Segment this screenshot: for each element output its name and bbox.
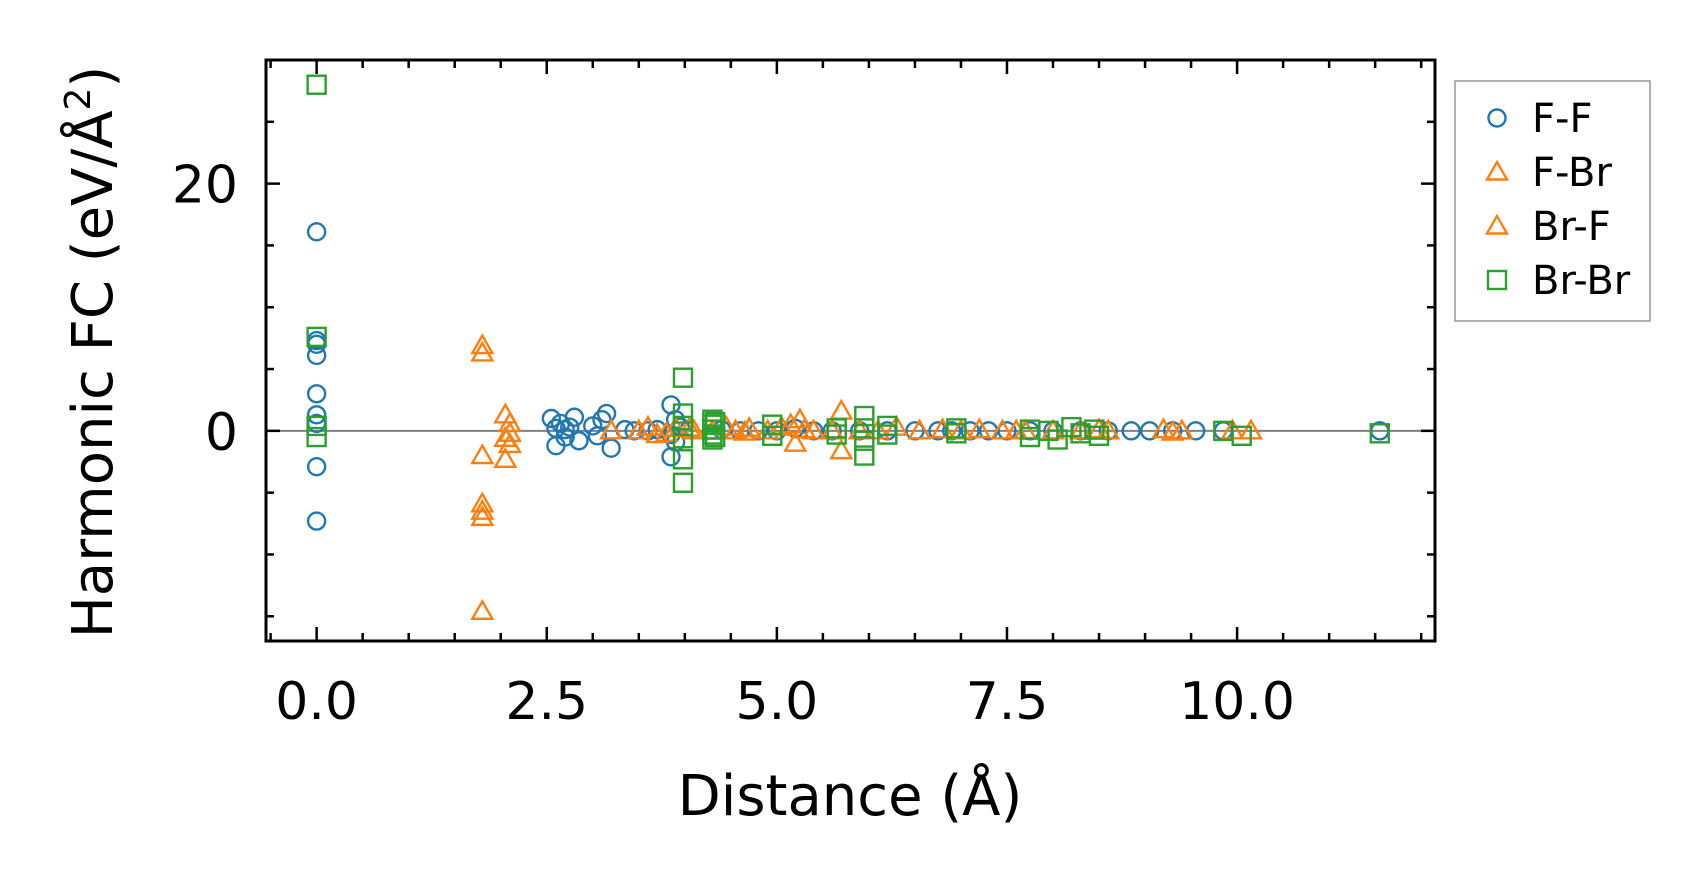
point-br-f — [654, 420, 679, 443]
legend-label: Br-Br — [1532, 258, 1631, 304]
y-tick-label: 20 — [172, 156, 238, 216]
point-br-br — [1084, 419, 1105, 440]
tick-labels: 0.0 2.5 5.0 7.5 10.0 0 20 — [172, 156, 1295, 732]
point-f-f — [569, 431, 589, 451]
point-f-br — [493, 446, 518, 468]
legend-marker-f-br — [1484, 159, 1510, 181]
point-br-br — [672, 415, 694, 437]
legend-marker-br-f — [1484, 213, 1510, 235]
series-br-br — [306, 74, 1390, 493]
y-axis-label-superscript: 2 — [58, 88, 99, 111]
point-br-br — [672, 428, 694, 449]
point-f-br — [990, 418, 1015, 440]
point-br-br — [854, 418, 875, 439]
point-br-br — [306, 426, 327, 448]
point-br-br — [672, 472, 694, 493]
point-br-br — [306, 74, 327, 95]
axis-ticks — [266, 60, 1435, 641]
point-br-f — [732, 419, 757, 441]
point-f-br — [470, 443, 495, 465]
point-f-br — [599, 418, 624, 440]
point-br-br — [1047, 429, 1068, 450]
x-tick-label: 5.0 — [736, 672, 819, 732]
point-br-br — [1231, 425, 1252, 446]
point-br-br — [704, 411, 726, 433]
point-br-br — [826, 424, 847, 445]
data-points — [306, 74, 1390, 621]
legend-label: F-F — [1532, 96, 1592, 142]
point-br-br — [306, 326, 327, 348]
point-f-f — [306, 457, 327, 477]
point-f-f — [564, 407, 585, 427]
y-tick-label: 0 — [205, 403, 238, 463]
point-br-br — [306, 415, 327, 437]
point-br-br — [672, 403, 694, 424]
point-f-f — [306, 405, 327, 425]
x-tick-label: 7.5 — [966, 672, 1049, 732]
point-f-br — [829, 438, 854, 460]
point-f-br — [470, 333, 495, 355]
point-f-br — [907, 418, 932, 440]
y-axis-label: Harmonic FC (eV/Å2) — [58, 66, 126, 639]
point-f-br — [967, 417, 992, 439]
point-br-br — [877, 424, 898, 445]
point-br-f — [635, 414, 661, 436]
point-br-f — [792, 417, 817, 439]
point-f-br — [801, 418, 826, 440]
point-br-br — [762, 414, 783, 435]
plot-frame — [264, 58, 1437, 643]
point-br-br — [762, 425, 783, 446]
series-f-f — [306, 222, 1390, 531]
point-f-f — [306, 384, 327, 404]
point-f-f — [306, 511, 327, 531]
point-br-br — [1088, 425, 1110, 446]
x-axis-label: Distance (Å) — [678, 763, 1023, 829]
point-f-f — [546, 418, 566, 439]
legend-label: F-Br — [1532, 150, 1612, 196]
point-br-br — [1369, 423, 1390, 444]
point-br-br — [672, 367, 694, 388]
point-br-br — [704, 426, 726, 448]
legend-label: Br-F — [1532, 204, 1611, 250]
point-f-br — [497, 432, 522, 454]
point-br-br — [946, 423, 967, 444]
point-f-br — [783, 430, 808, 452]
point-f-f — [306, 222, 327, 242]
point-f-br — [829, 398, 854, 420]
point-br-br — [672, 449, 694, 470]
legend: F-F F-Br Br-F Br-Br — [1454, 80, 1651, 322]
point-br-br — [854, 445, 875, 466]
point-br-br — [854, 430, 875, 451]
point-f-br — [497, 420, 522, 443]
legend-marker-f-f — [1487, 108, 1507, 128]
point-f-f — [596, 403, 617, 424]
point-f-br — [497, 411, 522, 433]
point-f-br — [645, 422, 670, 444]
point-br-br — [854, 405, 875, 427]
point-f-f — [1121, 421, 1141, 441]
point-f-br — [737, 415, 762, 438]
point-f-f — [541, 408, 562, 429]
x-tick-label: 10.0 — [1179, 672, 1295, 732]
point-f-br — [470, 498, 495, 520]
series-f-br — [470, 333, 1263, 621]
point-f-f — [555, 419, 575, 440]
point-f-br — [470, 598, 495, 621]
point-br-f — [1160, 419, 1185, 441]
point-f-br — [626, 418, 651, 440]
point-f-br — [470, 340, 495, 362]
point-f-br — [470, 491, 495, 513]
x-tick-label: 0.0 — [275, 672, 358, 732]
point-f-f — [601, 438, 621, 458]
legend-marker-br-br — [1486, 269, 1508, 291]
x-tick-label: 2.5 — [505, 672, 588, 732]
point-f-br — [470, 504, 495, 527]
